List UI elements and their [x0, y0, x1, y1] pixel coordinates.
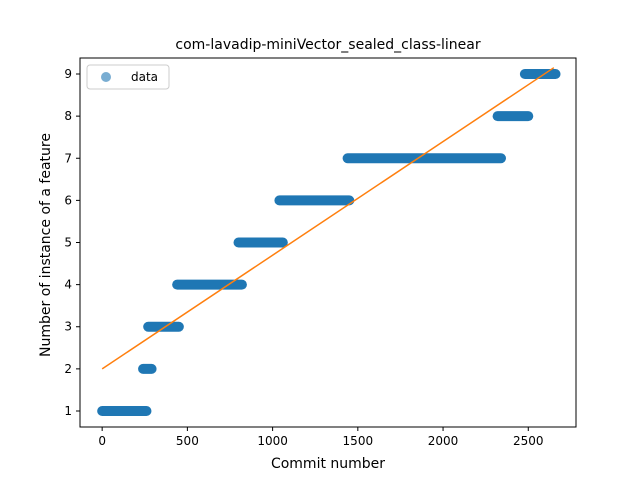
- x-tick-label: 2000: [428, 434, 459, 448]
- x-axis-title: Commit number: [271, 456, 385, 472]
- chart-title: com-lavadip-miniVector_sealed_class-line…: [175, 37, 480, 53]
- x-tick-label: 1500: [343, 434, 374, 448]
- scatter-series: [97, 69, 561, 416]
- fit-line-series: [101, 67, 555, 370]
- y-tick-label: 4: [64, 278, 72, 292]
- x-tick-label: 2500: [513, 434, 544, 448]
- legend: data: [86, 64, 170, 90]
- x-tick-label: 1000: [257, 434, 288, 448]
- y-tick-label: 5: [64, 236, 72, 250]
- x-tick-label: 0: [98, 434, 106, 448]
- legend-marker: [101, 72, 111, 82]
- y-tick-label: 6: [64, 193, 72, 207]
- x-tick-label: 500: [176, 434, 199, 448]
- y-axis-title: Number of instance of a feature: [38, 133, 54, 357]
- fit-line: [101, 67, 555, 370]
- y-tick-label: 9: [64, 67, 72, 81]
- axes: 0 500 1000 1500 2000 2500 1 2 3 4 5 6 7 8 9: [64, 57, 577, 448]
- y-tick-label: 8: [64, 109, 72, 123]
- y-tick-label: 7: [64, 151, 72, 165]
- y-tick-label: 3: [64, 320, 72, 334]
- y-tick-label: 2: [64, 362, 72, 376]
- legend-label: data: [131, 70, 158, 84]
- y-tick-label: 1: [64, 404, 72, 418]
- plot-area: [97, 67, 561, 416]
- legend-box: [86, 64, 170, 90]
